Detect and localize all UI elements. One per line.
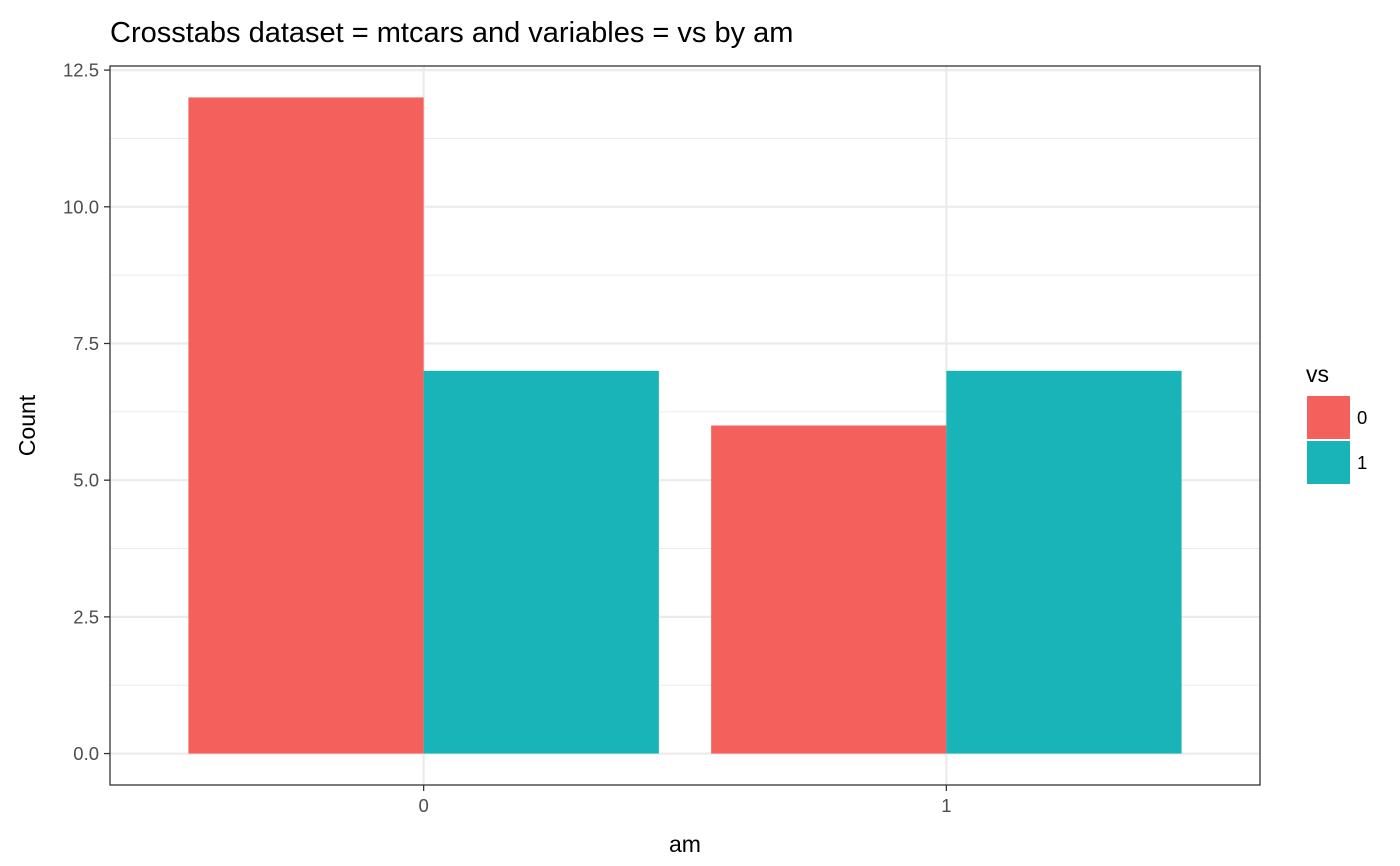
y-tick-label: 2.5 <box>73 606 99 627</box>
legend-label: 0 <box>1357 407 1367 428</box>
plot-border <box>109 65 1261 786</box>
y-tick-label: 5.0 <box>73 470 99 491</box>
y-axis-title: Count <box>14 394 40 456</box>
y-axis-ticks: 0.0 2.5 5.0 7.5 10.0 12.5 <box>63 60 110 764</box>
y-tick-label: 7.5 <box>73 333 99 354</box>
x-axis-title: am <box>669 831 701 857</box>
y-tick-label: 0.0 <box>73 743 99 764</box>
bar-am-1-vs-1 <box>946 370 1182 754</box>
bar-am-0-vs-1 <box>423 370 659 754</box>
y-tick-label: 12.5 <box>63 60 99 81</box>
x-tick-label: 1 <box>941 795 951 816</box>
chart-title: Crosstabs dataset = mtcars and variables… <box>110 17 793 49</box>
y-tick-label: 10.0 <box>63 196 99 217</box>
legend: vs 01 <box>1306 361 1367 484</box>
bar-am-1-vs-0 <box>711 425 947 754</box>
bars <box>188 97 1182 754</box>
legend-key-0 <box>1307 396 1350 439</box>
x-tick-label: 0 <box>418 795 428 816</box>
legend-label: 1 <box>1357 452 1367 473</box>
legend-key-1 <box>1307 441 1350 484</box>
legend-title: vs <box>1306 361 1329 387</box>
bar-am-0-vs-0 <box>188 97 424 754</box>
legend-items: 01 <box>1307 396 1367 484</box>
